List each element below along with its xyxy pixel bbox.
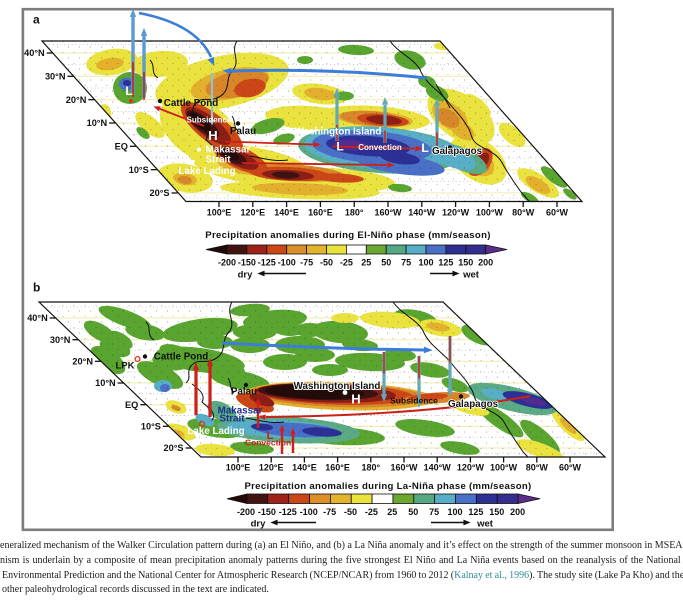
svg-text:80°W: 80°W [512,208,535,218]
svg-text:120°W: 120°W [442,208,470,218]
svg-text:60°W: 60°W [546,208,569,218]
svg-text:150: 150 [458,258,473,268]
svg-text:160°W: 160°W [374,208,402,218]
svg-text:75: 75 [429,507,439,517]
svg-text:-100: -100 [300,507,318,517]
svg-text:25: 25 [361,258,371,268]
svg-text:160°W: 160°W [390,463,418,473]
svg-text:-100: -100 [278,258,296,268]
svg-text:Lake Lading: Lake Lading [178,166,235,177]
svg-text:Precipitation anomalies during: Precipitation anomalies during El-Niño p… [205,230,490,241]
svg-text:20°S: 20°S [164,443,184,453]
svg-text:125: 125 [438,258,453,268]
svg-text:125: 125 [468,507,483,517]
svg-text:L: L [421,141,428,155]
svg-text:30°N: 30°N [50,335,71,345]
svg-text:160°E: 160°E [325,463,350,473]
svg-text:wet: wet [462,270,480,281]
svg-text:-75: -75 [323,507,336,517]
svg-text:Convection: Convection [245,438,291,448]
svg-text:Palau: Palau [231,387,257,398]
svg-text:60°W: 60°W [559,463,582,473]
svg-text:25: 25 [387,507,397,517]
svg-text:120°E: 120°E [240,208,265,218]
svg-text:dry: dry [238,270,254,281]
svg-text:120°E: 120°E [259,463,284,473]
svg-text:dry: dry [251,519,267,530]
svg-text:Makassar: Makassar [206,145,251,156]
svg-text:30°N: 30°N [45,72,66,82]
svg-text:EQ: EQ [125,400,138,410]
svg-text:100°E: 100°E [207,208,232,218]
svg-text:Convection: Convection [358,143,402,152]
svg-text:Palau: Palau [230,126,256,137]
svg-text:Cattle Pond: Cattle Pond [154,352,208,363]
svg-text:-25: -25 [365,507,378,517]
svg-text:200: 200 [510,507,525,517]
svg-text:Galapagos: Galapagos [448,399,499,410]
svg-text:Washington Island: Washington Island [295,127,382,138]
svg-text:140°W: 140°W [424,463,452,473]
svg-text:Makassar: Makassar [218,406,263,417]
svg-text:20°S: 20°S [149,188,169,198]
svg-text:40°N: 40°N [24,48,45,58]
svg-text:100: 100 [447,507,462,517]
svg-text:10°N: 10°N [87,118,108,128]
svg-text:L: L [125,84,132,98]
svg-text:10°N: 10°N [95,378,116,388]
svg-text:100°W: 100°W [490,463,518,473]
svg-text:Subsidence: Subsidence [390,396,438,406]
svg-text:H: H [351,392,360,407]
svg-text:b: b [33,281,40,295]
svg-text:-50: -50 [344,507,357,517]
svg-text:10°S: 10°S [141,422,161,432]
svg-text:-50: -50 [320,258,333,268]
svg-text:75: 75 [401,258,411,268]
svg-text:-150: -150 [238,258,256,268]
svg-text:120°W: 120°W [457,463,485,473]
svg-text:Strait: Strait [205,155,231,166]
svg-text:Strait: Strait [219,414,245,425]
svg-text:Subsidence: Subsidence [187,116,232,125]
svg-text:-200: -200 [237,507,255,517]
svg-text:140°W: 140°W [408,208,436,218]
svg-text:Precipitation anomalies during: Precipitation anomalies during La-Niña p… [244,481,531,492]
svg-text:20°N: 20°N [72,357,93,367]
svg-text:50: 50 [408,507,418,517]
svg-text:160°E: 160°E [308,208,333,218]
svg-text:40°N: 40°N [27,313,48,323]
svg-text:140°E: 140°E [274,208,299,218]
svg-text:Galapagos: Galapagos [432,146,483,157]
svg-text:180°: 180° [361,463,380,473]
svg-text:80°W: 80°W [526,463,549,473]
svg-text:a: a [33,13,40,27]
svg-text:-150: -150 [258,507,276,517]
svg-text:50: 50 [381,258,391,268]
svg-text:LPK: LPK [116,361,135,372]
svg-text:100: 100 [418,258,433,268]
svg-text:wet: wet [476,519,494,530]
svg-text:10°S: 10°S [129,165,149,175]
svg-text:LPK: LPK [135,102,154,113]
svg-text:100°E: 100°E [226,463,251,473]
svg-text:L: L [336,140,343,154]
svg-text:-25: -25 [340,258,353,268]
svg-text:200: 200 [478,258,493,268]
svg-text:H: H [208,128,217,143]
svg-text:EQ: EQ [115,142,128,152]
svg-text:180°: 180° [345,208,364,218]
svg-text:Washington Island: Washington Island [294,381,381,392]
svg-text:-200: -200 [218,258,236,268]
svg-text:100°W: 100°W [476,208,504,218]
svg-text:150: 150 [489,507,504,517]
svg-text:L: L [267,430,274,442]
svg-text:Lake Lading: Lake Lading [187,426,244,437]
svg-text:-125: -125 [279,507,297,517]
svg-text:-75: -75 [300,258,313,268]
svg-text:140°E: 140°E [292,463,317,473]
svg-text:-125: -125 [258,258,276,268]
svg-text:20°N: 20°N [66,95,87,105]
svg-text:Cattle Pond: Cattle Pond [164,98,218,109]
